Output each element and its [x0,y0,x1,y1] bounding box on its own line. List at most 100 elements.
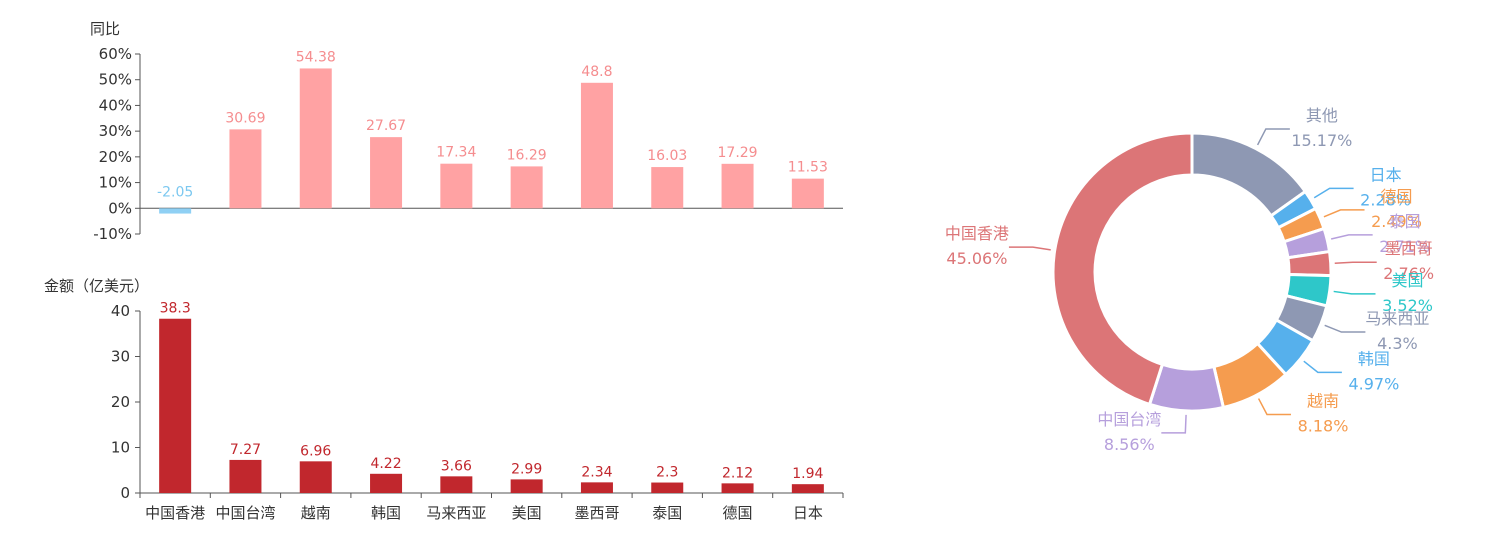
amount-bar [440,476,473,493]
donut-slice-percent: 2.71% [1379,237,1430,256]
growth-y-tick-label: 10% [99,174,132,192]
growth-data-label: 30.69 [225,110,265,126]
growth-bar [721,163,754,209]
amount-data-label: 2.34 [581,464,612,480]
amount-bar [580,482,613,493]
growth-y-tick-label: 40% [99,96,132,114]
amount-data-label: 1.94 [792,466,823,482]
growth-bar [159,208,192,214]
donut-leader-line [1330,234,1373,240]
donut-leader-line [1313,187,1354,199]
donut-slice-name: 其他 [1306,106,1338,125]
growth-bar [440,163,473,209]
donut-slice-name: 泰国 [1389,212,1421,231]
category-label: 美国 [512,504,542,522]
donut-slice-name: 越南 [1307,391,1339,410]
growth-data-label: 16.29 [507,147,547,163]
donut-slice-percent: 2.49% [1371,212,1422,231]
growth-y-tick-label: 50% [99,71,132,89]
growth-data-label: 27.67 [366,118,406,134]
donut-leader-line [1008,246,1051,251]
donut-leader-line [1257,398,1291,416]
amount-bar [651,482,684,493]
growth-bar [510,166,543,209]
category-label: 中国台湾 [215,504,275,522]
growth-y-tick-label: 30% [99,122,132,140]
growth-bar [299,68,332,209]
amount-y-tick-label: 30 [111,348,130,366]
growth-data-label: 11.53 [788,160,828,176]
growth-y-tick-label: 20% [99,148,132,166]
growth-data-label: 16.03 [647,148,687,164]
share-donut-chart: 其他 15.17% 日本 2.28%德国 2.49%泰国 2.71%墨西哥 2.76%美国 3… [945,106,1434,454]
category-label: 德国 [723,504,753,522]
amount-data-label: 2.12 [722,465,753,481]
donut-leader-line [1323,209,1365,218]
growth-data-label: -2.05 [157,184,193,200]
amount-bar-chart: 金额（亿美元） 40 30 20 10 0 38.3 中国香港 7.27 中国台湾 6.96 越南 4… [44,277,844,522]
donut-slice-name: 美国 [1391,271,1423,290]
donut-slice-name: 墨西哥 [1385,239,1433,258]
growth-data-label: 17.29 [718,145,758,161]
growth-bar [229,129,262,209]
donut-leader-line [1256,128,1290,146]
donut-leader-line [1324,324,1366,333]
amount-data-label: 3.66 [441,458,472,474]
growth-bar [580,82,613,209]
growth-bar [651,167,684,209]
amount-y-tick-label: 10 [111,439,130,457]
growth-bar [370,137,403,209]
amount-bar [159,318,192,493]
donut-slice-percent: 3.52% [1382,296,1433,315]
donut-leader-line [1303,360,1342,374]
amount-bar [229,459,262,493]
amount-data-label: 38.3 [160,301,191,317]
donut-slice-percent: 4.3% [1377,334,1418,353]
donut-slice-percent: 45.06% [946,249,1007,268]
growth-y-tick-label: 60% [99,45,132,63]
donut-slice-name: 中国台湾 [1097,410,1161,429]
amount-bar [510,479,543,493]
donut-leader-line [1333,290,1376,295]
amount-y-tick-label: 20 [111,393,130,411]
growth-y-axis-title: 同比 [90,20,120,38]
category-label: 越南 [301,504,331,522]
donut-slice-name: 中国香港 [945,224,1009,243]
growth-data-label: 54.38 [296,49,336,65]
category-label: 墨西哥 [574,504,619,522]
amount-data-label: 2.3 [656,465,678,481]
growth-bar-chart: 同比 60% 50% 40% 30% 20% 10% 0% -10% -2.05 30.69 54.… [90,20,843,243]
amount-bar [299,461,332,493]
growth-data-label: 48.8 [581,64,612,80]
amount-bar [721,483,754,493]
donut-slice [1051,131,1194,407]
donut-slice-percent: 2.28% [1360,190,1411,209]
donut-leader-line [1161,414,1187,434]
category-label: 韩国 [371,504,401,522]
donut-leader-line [1334,261,1377,265]
growth-bar [791,178,824,209]
amount-bar [791,484,824,493]
donut-slice-percent: 8.18% [1298,416,1349,435]
donut-slice-name: 马来西亚 [1365,309,1429,328]
donut-slice-name: 德国 [1381,187,1413,206]
amount-y-tick-label: 40 [111,302,130,320]
amount-data-label: 4.22 [370,456,401,472]
donut-slice-percent: 15.17% [1291,131,1352,150]
amount-y-tick-label: 0 [120,484,130,502]
amount-y-axis-title: 金额（亿美元） [44,277,149,295]
donut-slice-name: 韩国 [1358,349,1390,368]
donut-slice-percent: 4.97% [1348,374,1399,393]
amount-data-label: 7.27 [230,442,261,458]
amount-data-label: 2.99 [511,461,542,477]
donut-slice-percent: 8.56% [1104,435,1155,454]
amount-data-label: 6.96 [300,443,331,459]
category-label: 日本 [793,504,823,522]
donut-slice-name: 日本 [1370,165,1402,184]
donut-slice-percent: 2.76% [1383,264,1434,283]
category-label: 中国香港 [145,504,205,522]
growth-y-tick-label: -10% [93,225,132,243]
category-label: 泰国 [652,504,682,522]
amount-bar [370,473,403,493]
